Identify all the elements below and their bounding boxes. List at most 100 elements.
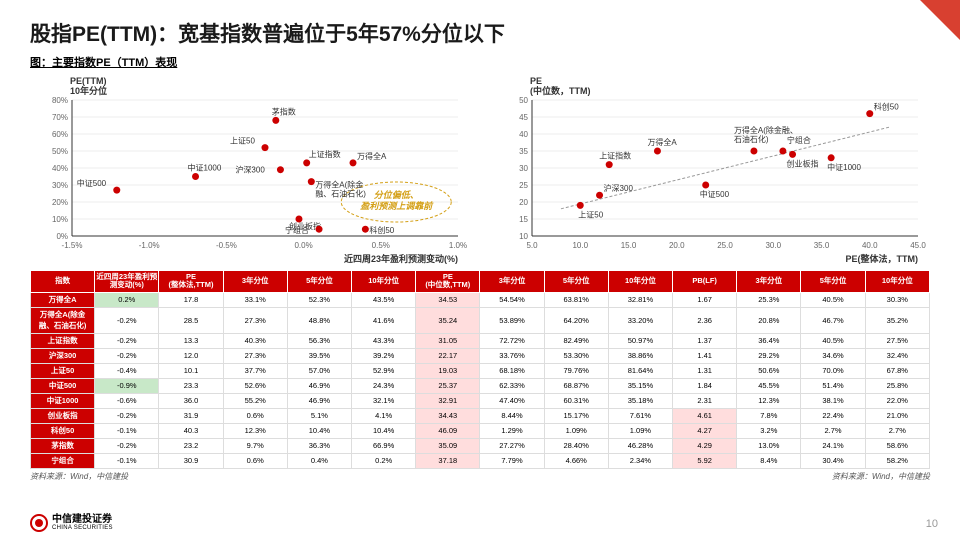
table-cell: -0.9% <box>95 378 159 393</box>
table-cell: -0.2% <box>95 348 159 363</box>
table-cell: 23.2 <box>159 438 223 453</box>
table-cell: 33.20% <box>608 307 672 333</box>
svg-text:50: 50 <box>519 96 528 105</box>
table-header: 10年分位 <box>865 271 929 293</box>
table-cell: 35.2% <box>865 307 929 333</box>
table-cell: 0.2% <box>352 453 416 468</box>
table-cell: 2.36 <box>673 307 737 333</box>
svg-text:宁组合: 宁组合 <box>285 225 309 235</box>
table-cell: 52.9% <box>352 363 416 378</box>
table-cell: -0.2% <box>95 408 159 423</box>
svg-text:分位偏低、: 分位偏低、 <box>374 190 419 200</box>
table-cell: -0.2% <box>95 438 159 453</box>
table-cell: 35.18% <box>608 393 672 408</box>
table-cell: 46.9% <box>287 378 351 393</box>
table-cell: 30.3% <box>865 292 929 307</box>
table-cell: 中证500 <box>31 378 95 393</box>
table-cell: 1.29% <box>480 423 544 438</box>
table-cell: 1.67 <box>673 292 737 307</box>
svg-text:10: 10 <box>519 232 528 241</box>
table-cell: 53.30% <box>544 348 608 363</box>
svg-text:万得全A(除金融、: 万得全A(除金融、 <box>734 125 798 135</box>
table-cell: 1.09% <box>608 423 672 438</box>
table-row: 中证500-0.9%23.352.6%46.9%24.3%25.3762.33%… <box>31 378 930 393</box>
table-cell: 8.4% <box>737 453 801 468</box>
svg-text:-0.5%: -0.5% <box>216 241 237 250</box>
table-cell: 67.8% <box>865 363 929 378</box>
table-cell: 34.43 <box>416 408 480 423</box>
table-cell: 7.79% <box>480 453 544 468</box>
table-header: 5年分位 <box>287 271 351 293</box>
table-cell: 22.17 <box>416 348 480 363</box>
table-cell: 13.3 <box>159 333 223 348</box>
table-cell: 5.92 <box>673 453 737 468</box>
table-cell: 27.27% <box>480 438 544 453</box>
svg-text:15: 15 <box>519 215 528 224</box>
svg-text:近四周23年盈利预测变动(%): 近四周23年盈利预测变动(%) <box>344 253 458 264</box>
svg-text:中证500: 中证500 <box>77 178 107 188</box>
svg-text:80%: 80% <box>52 96 68 105</box>
svg-text:宁组合: 宁组合 <box>787 135 811 145</box>
svg-text:-1.5%: -1.5% <box>62 241 83 250</box>
table-cell: 63.81% <box>544 292 608 307</box>
svg-text:25: 25 <box>519 181 528 190</box>
svg-text:45: 45 <box>519 113 528 122</box>
table-cell: 1.84 <box>673 378 737 393</box>
table-cell: 46.28% <box>608 438 672 453</box>
table-cell: 36.3% <box>287 438 351 453</box>
svg-text:中证1000: 中证1000 <box>827 162 861 172</box>
footer-logo: 中信建投证券 CHINA SECURITIES <box>30 514 113 532</box>
table-cell: 25.37 <box>416 378 480 393</box>
svg-text:5.0: 5.0 <box>526 241 538 250</box>
table-row: 万得全A0.2%17.833.1%52.3%43.5%34.5354.54%63… <box>31 292 930 307</box>
table-cell: -0.1% <box>95 423 159 438</box>
svg-text:0%: 0% <box>56 232 68 241</box>
table-cell: 8.44% <box>480 408 544 423</box>
table-header: PE(中位数,TTM) <box>416 271 480 293</box>
source-right: 资料来源：Wind，中信建投 <box>832 471 930 482</box>
table-row: 万得全A(除金融、石油石化)-0.2%28.527.3%48.8%41.6%35… <box>31 307 930 333</box>
table-header: 近四周23年盈利预测变动(%) <box>95 271 159 293</box>
svg-text:万得全A: 万得全A <box>647 137 677 147</box>
svg-text:万得全A: 万得全A <box>357 151 387 161</box>
table-cell: -0.2% <box>95 307 159 333</box>
table-cell: 0.6% <box>223 453 287 468</box>
table-cell: 22.4% <box>801 408 865 423</box>
table-cell: 37.18 <box>416 453 480 468</box>
table-header: 3年分位 <box>480 271 544 293</box>
table-header: 5年分位 <box>544 271 608 293</box>
table-cell: 36.0 <box>159 393 223 408</box>
logo-icon <box>30 514 48 532</box>
table-cell: 57.0% <box>287 363 351 378</box>
table-cell: 41.6% <box>352 307 416 333</box>
table-cell: 22.0% <box>865 393 929 408</box>
table-cell: 40.3 <box>159 423 223 438</box>
table-cell: 23.3 <box>159 378 223 393</box>
table-cell: 72.72% <box>480 333 544 348</box>
table-cell: 4.61 <box>673 408 737 423</box>
table-cell: 52.6% <box>223 378 287 393</box>
table-cell: 28.40% <box>544 438 608 453</box>
svg-text:30%: 30% <box>52 181 68 190</box>
table-cell: 2.7% <box>865 423 929 438</box>
table-cell: 66.9% <box>352 438 416 453</box>
table-cell: 茅指数 <box>31 438 95 453</box>
table-cell: 82.49% <box>544 333 608 348</box>
table-cell: 2.7% <box>801 423 865 438</box>
table-cell: 39.2% <box>352 348 416 363</box>
table-cell: 4.27 <box>673 423 737 438</box>
table-cell: 15.17% <box>544 408 608 423</box>
table-cell: 30.4% <box>801 453 865 468</box>
table-cell: 70.0% <box>801 363 865 378</box>
table-cell: 5.1% <box>287 408 351 423</box>
data-table: 指数近四周23年盈利预测变动(%)PE(整体法,TTM)3年分位5年分位10年分… <box>30 270 930 469</box>
svg-text:35.0: 35.0 <box>814 241 830 250</box>
table-cell: 51.4% <box>801 378 865 393</box>
table-cell: 39.5% <box>287 348 351 363</box>
table-cell: 47.40% <box>480 393 544 408</box>
svg-text:中证500: 中证500 <box>700 189 730 199</box>
table-cell: 4.66% <box>544 453 608 468</box>
svg-text:融、石油石化): 融、石油石化) <box>315 189 366 199</box>
svg-text:上证指数: 上证指数 <box>309 149 341 159</box>
table-cell: 19.03 <box>416 363 480 378</box>
